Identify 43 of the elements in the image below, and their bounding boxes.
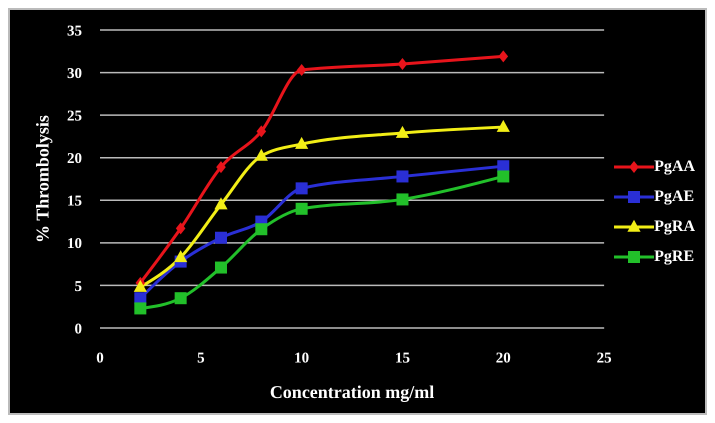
y-tick-label: 25: [67, 108, 82, 124]
point: [254, 148, 268, 161]
point: [296, 202, 308, 215]
x-axis-title: Concentration mg/ml: [270, 382, 434, 402]
point: [396, 193, 408, 206]
legend-label: PgAA: [654, 158, 695, 176]
y-tick-label: 20: [67, 151, 82, 168]
point: [296, 182, 308, 194]
x-tick-label: 10: [294, 350, 310, 367]
point: [396, 170, 408, 182]
point: [295, 136, 308, 149]
legend-label: PgRA: [654, 218, 695, 236]
y-tick-label: 35: [67, 23, 82, 40]
point: [214, 232, 227, 244]
x-tick-label: 0: [96, 350, 104, 367]
point: [134, 302, 146, 314]
y-tick-label: 0: [74, 321, 82, 338]
x-tick-label: 15: [394, 350, 410, 367]
point: [214, 197, 228, 210]
point: [174, 250, 188, 262]
x-tick-label: 20: [496, 350, 511, 367]
point: [498, 50, 508, 62]
point: [174, 292, 187, 304]
x-tick-label: 25: [596, 350, 612, 367]
legend-label: PgRE: [654, 248, 694, 266]
y-tick-label: 30: [67, 66, 82, 82]
point: [176, 222, 186, 234]
x-tick-label: 5: [197, 350, 205, 367]
point: [398, 58, 408, 70]
y-tick-label: 10: [67, 236, 82, 252]
point: [497, 170, 510, 182]
point: [256, 125, 266, 138]
point: [396, 126, 410, 138]
y-tick-label: 5: [74, 278, 82, 295]
point: [134, 280, 147, 292]
y-tick-label: 15: [67, 194, 82, 210]
point: [216, 161, 226, 174]
point: [296, 64, 306, 76]
legend-label: PgAE: [654, 188, 694, 206]
point: [214, 262, 227, 274]
y-axis-title: % Thrombolysis: [32, 115, 52, 243]
point: [255, 223, 268, 236]
point: [496, 120, 510, 132]
